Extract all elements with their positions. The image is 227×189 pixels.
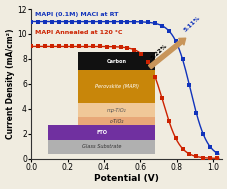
Text: 5.22%: 5.22% [149,43,167,61]
Text: MAPI (0.1M) MACl at RT: MAPI (0.1M) MACl at RT [35,12,118,16]
Text: MAPI Annealed at 120 °C: MAPI Annealed at 120 °C [35,30,122,35]
Text: 5.11%: 5.11% [182,15,201,33]
Y-axis label: Current Density (mA/cm²): Current Density (mA/cm²) [5,29,15,139]
X-axis label: Potential (V): Potential (V) [94,174,158,184]
